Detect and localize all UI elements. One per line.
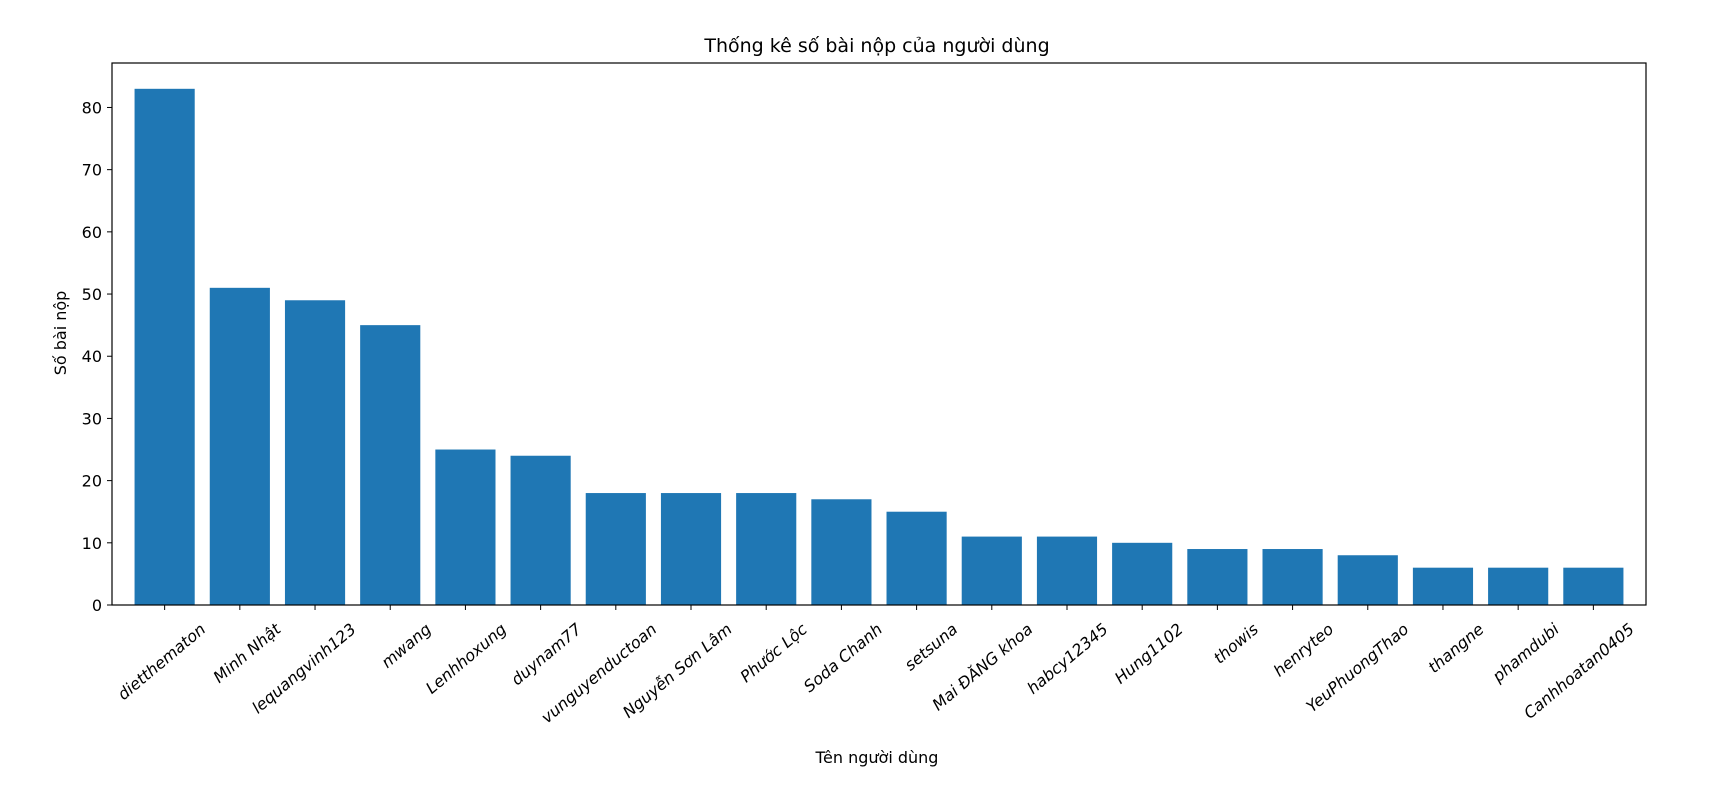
bar-2 <box>284 300 346 605</box>
x-tick-label: Hung1102 <box>1111 620 1187 688</box>
x-tick-label: duynam77 <box>507 619 585 689</box>
y-tick-label: 30 <box>82 409 102 428</box>
y-tick-label: 40 <box>82 347 102 366</box>
bar-10 <box>886 511 947 605</box>
plot-frame <box>111 62 1647 606</box>
bar-18 <box>1488 567 1549 605</box>
y-tick-label: 10 <box>82 534 102 553</box>
x-tick-label: henryteo <box>1270 619 1338 680</box>
bar-13 <box>1112 542 1173 605</box>
bar-17 <box>1412 567 1474 605</box>
bar-11 <box>961 536 1022 605</box>
y-axis-label: Số bài nộp <box>51 291 70 376</box>
x-tick-label: dietthematon <box>114 620 209 704</box>
x-tick-label: setsuna <box>901 620 961 675</box>
bar-6 <box>585 493 646 605</box>
x-tick-label: phamdubi <box>1488 619 1563 686</box>
bar-0 <box>134 88 195 606</box>
bar-14 <box>1187 549 1248 605</box>
bar-16 <box>1337 555 1398 605</box>
bar-1 <box>209 287 270 605</box>
y-tick-label: 50 <box>82 285 102 304</box>
x-tick-label: thangne <box>1424 619 1487 676</box>
x-tick-label: thowis <box>1210 620 1262 668</box>
bar-7 <box>660 493 722 605</box>
chart-title: Thống kê số bài nộp của người dùng <box>703 35 1049 57</box>
y-tick-label: 80 <box>82 98 102 117</box>
bar-15 <box>1262 549 1323 605</box>
bar-8 <box>736 493 797 605</box>
x-tick-label: Soda Chanh <box>800 620 886 697</box>
bar-9 <box>811 499 872 605</box>
x-tick-label: mwang <box>378 620 435 672</box>
y-tick-label: 60 <box>82 223 102 242</box>
bars-group <box>134 88 1624 606</box>
x-tick-label: habcy12345 <box>1023 620 1111 698</box>
y-tick-label: 0 <box>92 596 102 615</box>
y-axis: 0 10 20 30 40 50 60 70 80 <box>82 98 112 615</box>
bar-3 <box>360 325 421 605</box>
x-axis-label: Tên người dùng <box>815 748 939 767</box>
bar-19 <box>1563 567 1624 605</box>
x-tick-label: Minh Nhật <box>210 619 285 687</box>
bar-4 <box>435 449 496 605</box>
bar-5 <box>510 455 571 605</box>
y-tick-label: 70 <box>82 161 102 180</box>
x-tick-label: Phước Lộc <box>736 619 810 686</box>
y-tick-label: 20 <box>82 472 102 491</box>
bar-12 <box>1036 536 1098 605</box>
x-tick-label: Lenhhoxung <box>422 620 510 698</box>
